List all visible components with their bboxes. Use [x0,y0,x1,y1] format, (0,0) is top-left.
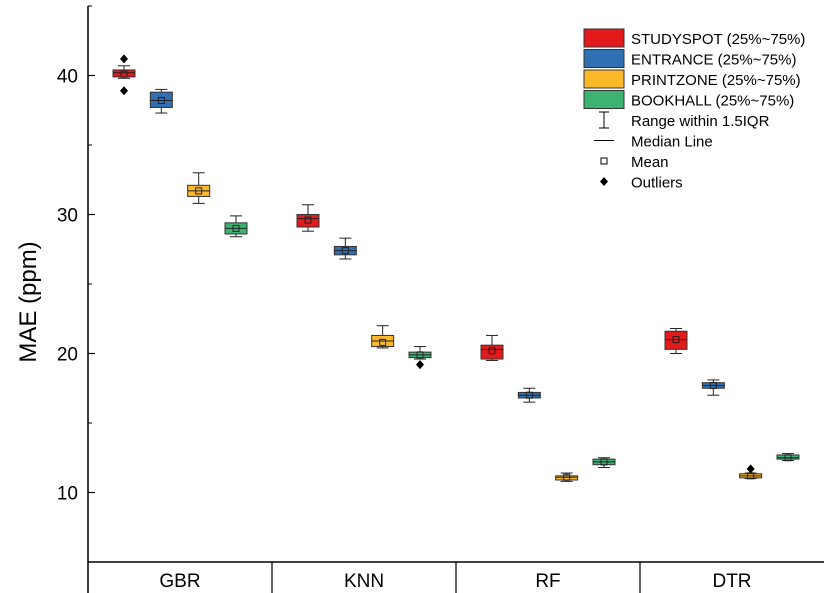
mean-marker [672,336,680,344]
legend-label: Mean [631,154,669,171]
mean-marker [157,97,165,105]
x-category-label: RF [535,571,560,592]
box-plot-item [408,346,432,370]
box-iqr [664,330,688,350]
box-plot-item [224,215,248,238]
outlier-point [746,464,755,474]
legend-label: BOOKHALL (25%~75%) [631,93,794,110]
mean-marker [232,224,240,232]
box-plot-item [776,453,800,462]
legend-label: PRINTZONE (25%~75%) [631,72,801,89]
box-plot-item [517,387,541,403]
y-tick-label: 40 [57,67,78,88]
legend-label: Outliers [631,175,683,192]
box-plot-item [333,237,357,260]
box-plot-item [371,325,395,349]
box-iqr [776,454,800,460]
box-plot-item [664,327,688,354]
box-plot-item [701,379,725,396]
x-category-label: DTR [712,571,751,592]
x-category-label: KNN [344,571,384,592]
outlier-point [416,360,424,370]
mean-marker [195,187,203,195]
box-plot-item [555,472,579,482]
mean-marker [784,454,792,462]
mean-marker [600,458,608,466]
mean-marker [416,351,424,359]
box-plot-item [739,464,763,480]
y-axis-label: MAE (ppm) [15,241,42,362]
outlier-point [120,54,128,64]
mean-marker [341,247,349,255]
legend-swatch [583,28,625,48]
box-plot-item [480,334,504,361]
box-iqr [480,344,504,360]
plot-area [112,54,800,482]
mean-marker [709,381,717,389]
axes: MAE (ppm) 10 20 30 40 GBR KNN RF DTR [15,5,824,593]
outlier-point [120,86,128,96]
legend-label: Median Line [631,134,713,151]
mean-marker [525,391,533,399]
box-plot-item [112,54,136,96]
mean-marker [304,216,312,224]
box-plot-item [187,172,211,204]
mean-marker [379,338,387,346]
box-plot-item [149,88,173,114]
legend-outlier-symbol [600,177,608,186]
legend-label: STUDYSPOT (25%~75%) [631,31,805,48]
legend: STUDYSPOT (25%~75%) ENTRANCE (25%~75%) PRI… [583,28,805,192]
box-plot-item [592,457,616,468]
x-category-label: GBR [159,571,200,592]
mean-marker [488,347,496,355]
y-tick-label: 10 [57,484,78,505]
mean-marker [120,70,128,78]
legend-swatch [583,90,625,109]
box-iqr [296,214,320,228]
legend-swatch [583,69,625,89]
legend-label: Range within 1.5IQR [631,113,770,130]
box-iqr [149,91,173,108]
legend-label: ENTRANCE (25%~75%) [631,52,796,69]
legend-swatch [583,49,625,68]
mean-marker [563,473,571,481]
box-plot-item [296,204,320,232]
legend-mean-symbol [600,157,608,165]
box-iqr [555,475,579,481]
y-tick-label: 20 [57,345,78,366]
y-tick-label: 30 [57,206,78,227]
